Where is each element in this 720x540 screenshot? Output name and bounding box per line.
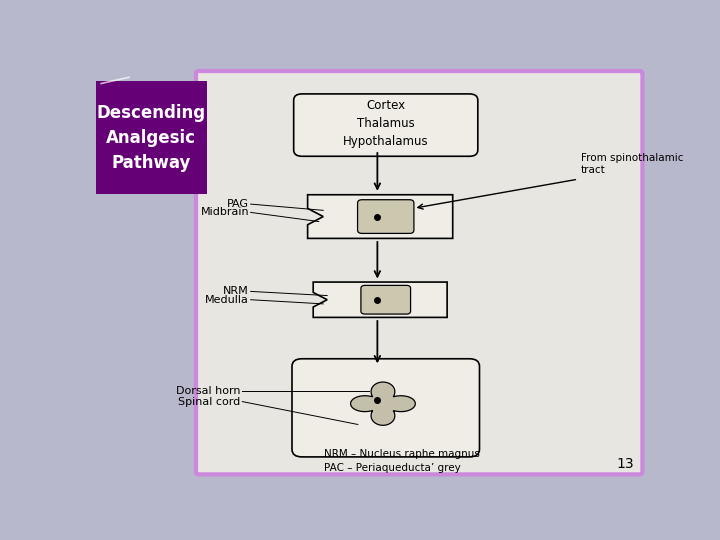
Text: Spinal cord: Spinal cord	[179, 396, 240, 407]
PathPatch shape	[313, 282, 447, 318]
FancyBboxPatch shape	[294, 94, 478, 156]
Text: From spinothalamic
tract: From spinothalamic tract	[581, 153, 683, 175]
Text: 13: 13	[616, 457, 634, 471]
FancyBboxPatch shape	[358, 200, 414, 233]
FancyBboxPatch shape	[96, 82, 207, 194]
PathPatch shape	[307, 195, 453, 238]
FancyBboxPatch shape	[292, 359, 480, 457]
FancyBboxPatch shape	[196, 71, 642, 474]
FancyBboxPatch shape	[361, 285, 410, 314]
Text: Cortex
Thalamus
Hypothalamus: Cortex Thalamus Hypothalamus	[343, 98, 428, 147]
Text: Descending
Analgesic
Pathway: Descending Analgesic Pathway	[96, 104, 206, 172]
Text: NRM – Nucleus raphe magnus
PAC – Periaqueducta’ grey: NRM – Nucleus raphe magnus PAC – Periaqu…	[324, 449, 480, 472]
Text: NRM: NRM	[223, 286, 249, 296]
Text: Dorsal horn: Dorsal horn	[176, 386, 240, 396]
Text: Medulla: Medulla	[205, 295, 249, 305]
Text: Midbrain: Midbrain	[200, 207, 249, 218]
Text: PAG: PAG	[227, 199, 249, 209]
Polygon shape	[351, 382, 415, 426]
